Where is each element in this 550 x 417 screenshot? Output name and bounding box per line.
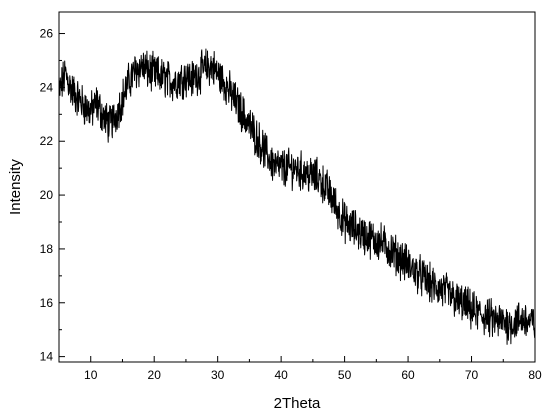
x-tick-label: 20 bbox=[148, 368, 162, 382]
x-axis-label: 2Theta bbox=[274, 395, 321, 412]
y-tick-label: 14 bbox=[40, 350, 54, 364]
y-tick-label: 22 bbox=[40, 134, 54, 148]
y-tick-label: 26 bbox=[40, 27, 54, 41]
x-tick-label: 70 bbox=[465, 368, 479, 382]
x-tick-label: 30 bbox=[211, 368, 225, 382]
y-tick-label: 16 bbox=[40, 296, 54, 310]
x-tick-label: 60 bbox=[401, 368, 415, 382]
y-tick-label: 18 bbox=[40, 242, 54, 256]
x-tick-label: 50 bbox=[338, 368, 352, 382]
x-axis-ticks: 10 20 30 40 50 60 70 80 bbox=[58, 356, 542, 382]
plot-frame bbox=[58, 11, 536, 363]
x-tick-label: 40 bbox=[274, 368, 288, 382]
y-axis-ticks: 14 16 18 20 22 24 26 bbox=[40, 27, 65, 364]
x-tick-label: 10 bbox=[84, 368, 98, 382]
x-tick-label: 80 bbox=[528, 368, 542, 382]
y-tick-label: 20 bbox=[40, 188, 54, 202]
y-tick-label: 24 bbox=[40, 80, 54, 94]
y-axis-label: Intensity bbox=[7, 159, 24, 215]
series-line bbox=[58, 48, 536, 345]
